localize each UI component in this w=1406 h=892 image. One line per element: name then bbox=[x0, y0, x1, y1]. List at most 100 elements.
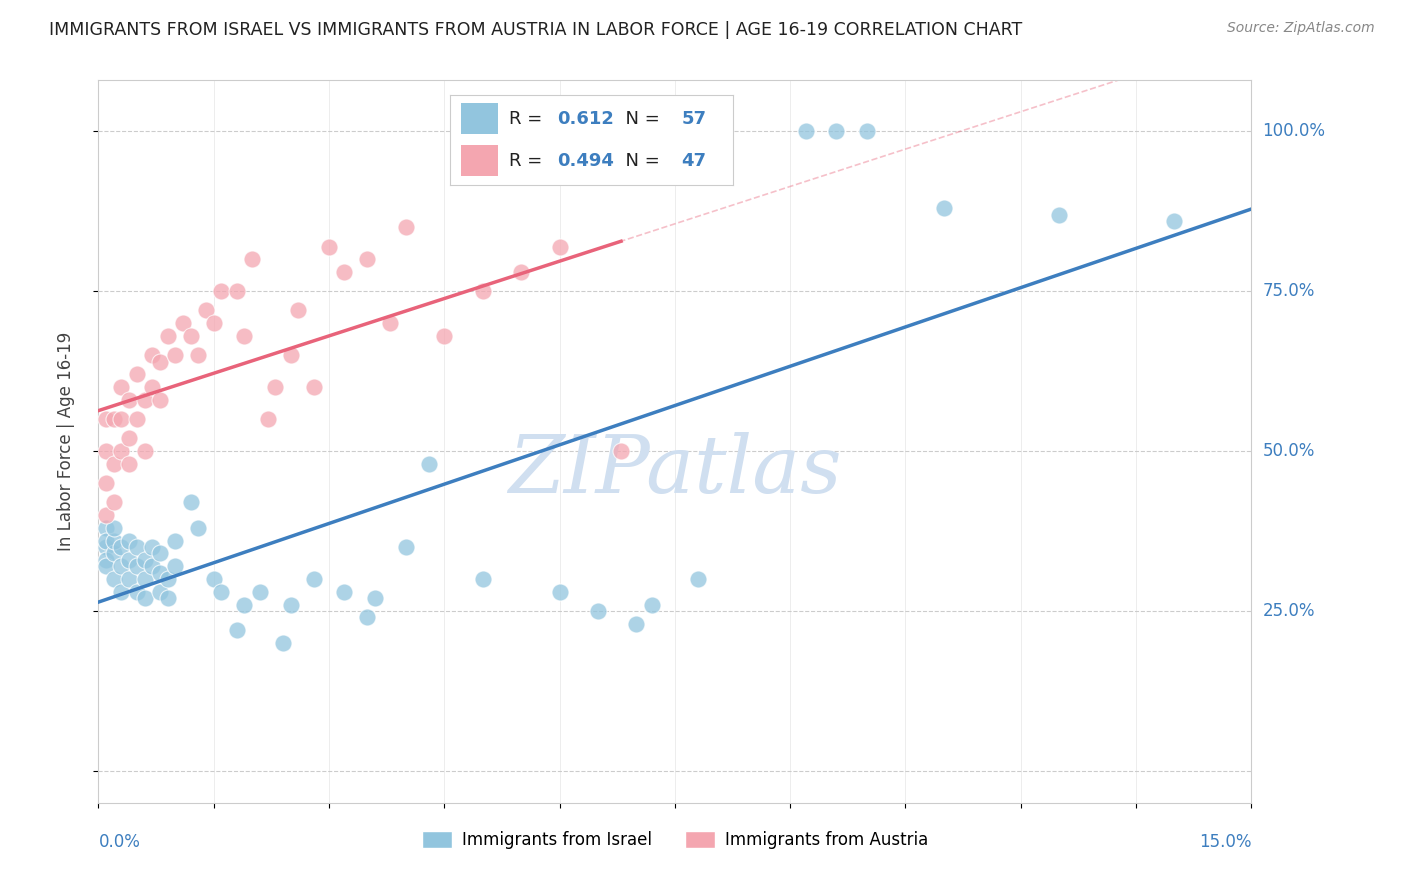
Point bbox=[333, 265, 356, 279]
Point bbox=[180, 495, 202, 509]
Text: 100.0%: 100.0% bbox=[1263, 122, 1326, 140]
Point bbox=[165, 348, 187, 362]
Point bbox=[149, 354, 172, 368]
Point bbox=[302, 572, 325, 586]
Point bbox=[149, 566, 172, 580]
Point bbox=[195, 303, 218, 318]
Point bbox=[395, 220, 418, 235]
Point bbox=[141, 540, 163, 554]
Point bbox=[94, 553, 117, 567]
Point bbox=[233, 598, 256, 612]
Point bbox=[110, 540, 132, 554]
Point bbox=[103, 412, 125, 426]
Point bbox=[280, 348, 302, 362]
Point bbox=[149, 546, 172, 560]
Point bbox=[134, 392, 156, 407]
Point bbox=[165, 533, 187, 548]
Point bbox=[586, 604, 609, 618]
Point bbox=[110, 559, 132, 574]
Point bbox=[149, 392, 172, 407]
Point bbox=[471, 572, 494, 586]
Point bbox=[118, 431, 141, 445]
Point bbox=[141, 380, 163, 394]
Point bbox=[110, 444, 132, 458]
Point bbox=[209, 285, 232, 299]
Point bbox=[209, 584, 232, 599]
Point bbox=[94, 521, 117, 535]
Point bbox=[141, 348, 163, 362]
Point bbox=[125, 412, 148, 426]
Point bbox=[433, 329, 456, 343]
Point bbox=[510, 265, 533, 279]
Point bbox=[110, 584, 132, 599]
Point bbox=[125, 559, 148, 574]
Point bbox=[610, 444, 633, 458]
Point bbox=[134, 553, 156, 567]
Point bbox=[233, 329, 256, 343]
Point bbox=[118, 572, 141, 586]
Point bbox=[856, 124, 879, 138]
Point bbox=[118, 553, 141, 567]
Point bbox=[264, 380, 287, 394]
Point bbox=[380, 316, 402, 330]
Point bbox=[156, 329, 179, 343]
Point bbox=[103, 533, 125, 548]
Legend: Immigrants from Israel, Immigrants from Austria: Immigrants from Israel, Immigrants from … bbox=[415, 824, 935, 856]
Point bbox=[141, 559, 163, 574]
Point bbox=[103, 572, 125, 586]
Point bbox=[333, 584, 356, 599]
Point bbox=[302, 380, 325, 394]
Point bbox=[932, 201, 955, 215]
Point bbox=[103, 495, 125, 509]
Point bbox=[249, 584, 271, 599]
Text: 15.0%: 15.0% bbox=[1199, 833, 1251, 851]
Point bbox=[318, 239, 340, 253]
Point bbox=[356, 252, 378, 267]
Point bbox=[134, 444, 156, 458]
Point bbox=[172, 316, 194, 330]
Point bbox=[134, 572, 156, 586]
Point bbox=[118, 392, 141, 407]
Point bbox=[395, 540, 418, 554]
Text: 25.0%: 25.0% bbox=[1263, 602, 1315, 620]
Point bbox=[187, 348, 209, 362]
Point bbox=[225, 285, 247, 299]
Text: Source: ZipAtlas.com: Source: ZipAtlas.com bbox=[1227, 21, 1375, 35]
Point bbox=[471, 285, 494, 299]
Point bbox=[94, 508, 117, 522]
Text: 75.0%: 75.0% bbox=[1263, 282, 1315, 301]
Point bbox=[94, 559, 117, 574]
Point bbox=[118, 457, 141, 471]
Point bbox=[125, 368, 148, 382]
Point bbox=[202, 572, 225, 586]
Point bbox=[103, 546, 125, 560]
Point bbox=[356, 610, 378, 624]
Point bbox=[287, 303, 309, 318]
Text: 50.0%: 50.0% bbox=[1263, 442, 1315, 460]
Point bbox=[94, 444, 117, 458]
Point bbox=[1163, 214, 1185, 228]
Point bbox=[418, 457, 440, 471]
Point bbox=[626, 616, 648, 631]
Point bbox=[686, 572, 709, 586]
Point bbox=[180, 329, 202, 343]
Point bbox=[187, 521, 209, 535]
Point bbox=[156, 591, 179, 606]
Point bbox=[825, 124, 848, 138]
Point bbox=[240, 252, 263, 267]
Text: 0.0%: 0.0% bbox=[98, 833, 141, 851]
Point bbox=[280, 598, 302, 612]
Point bbox=[94, 476, 117, 491]
Text: IMMIGRANTS FROM ISRAEL VS IMMIGRANTS FROM AUSTRIA IN LABOR FORCE | AGE 16-19 COR: IMMIGRANTS FROM ISRAEL VS IMMIGRANTS FRO… bbox=[49, 21, 1022, 38]
Point bbox=[103, 457, 125, 471]
Point bbox=[94, 412, 117, 426]
Point bbox=[94, 533, 117, 548]
Point bbox=[110, 412, 132, 426]
Point bbox=[156, 572, 179, 586]
Point bbox=[225, 623, 247, 637]
Point bbox=[103, 521, 125, 535]
Point bbox=[118, 533, 141, 548]
Point bbox=[125, 584, 148, 599]
Point bbox=[134, 591, 156, 606]
Point bbox=[110, 380, 132, 394]
